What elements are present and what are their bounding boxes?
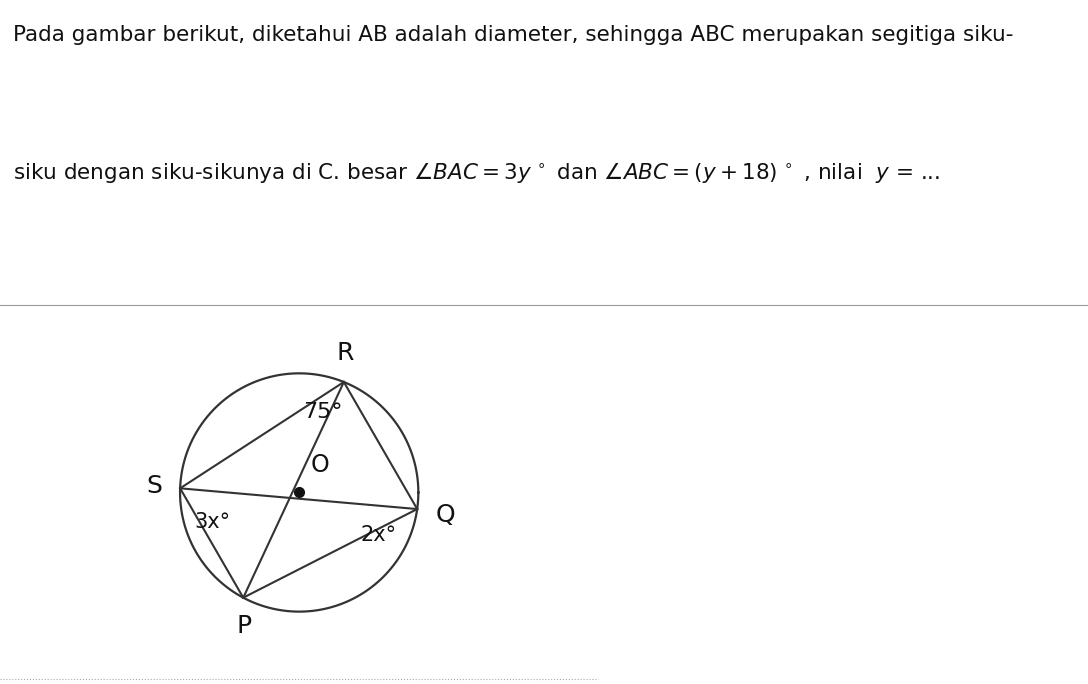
Text: Q: Q [435, 503, 455, 527]
Text: siku dengan siku-sikunya di C. besar $\angle BAC = 3y\,^\circ$ dan $\angle ABC =: siku dengan siku-sikunya di C. besar $\a… [13, 160, 940, 185]
Text: R: R [336, 341, 354, 365]
Text: 2x°: 2x° [361, 525, 397, 545]
Text: 75°: 75° [302, 402, 342, 422]
Text: P: P [237, 614, 252, 638]
Text: O: O [311, 453, 330, 477]
Text: 3x°: 3x° [195, 512, 231, 531]
Text: Pada gambar berikut, diketahui AB adalah diameter, sehingga ABC merupakan segiti: Pada gambar berikut, diketahui AB adalah… [13, 25, 1013, 44]
Text: S: S [146, 474, 162, 498]
